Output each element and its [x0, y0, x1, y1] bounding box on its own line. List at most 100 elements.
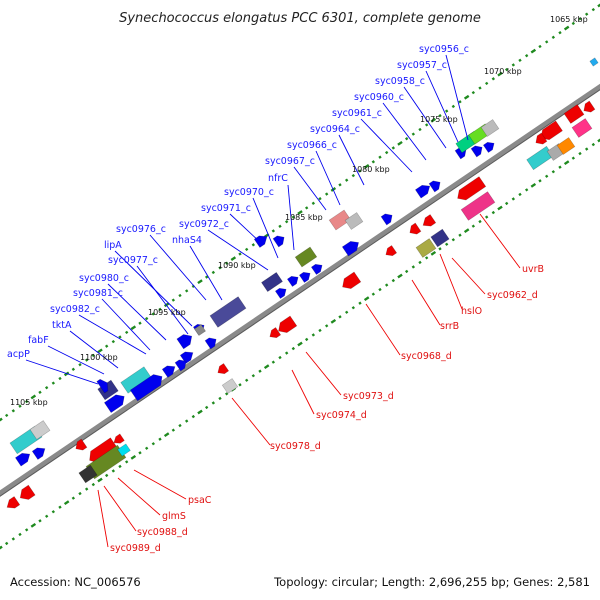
- tick-mark: [245, 247, 249, 252]
- gene-feature: [14, 452, 31, 467]
- tick-mark: [478, 219, 482, 224]
- gene-label: syc0976_c: [116, 224, 166, 235]
- tick-mark: [211, 401, 215, 405]
- tick-mark: [418, 127, 422, 132]
- tick-mark: [297, 210, 303, 215]
- tick-mark: [45, 514, 49, 518]
- tick-mark: [451, 238, 455, 242]
- leader-line: [365, 303, 401, 356]
- tick-mark: [578, 17, 582, 21]
- leader-line: [338, 134, 365, 186]
- gene-feature: [274, 287, 287, 299]
- tick-mark: [397, 140, 403, 146]
- tick-mark: [245, 378, 249, 382]
- tick-mark: [325, 324, 329, 328]
- tick-mark: [278, 355, 282, 360]
- gene-label: syc0988_d: [137, 527, 188, 538]
- gene-feature: [457, 176, 487, 201]
- gene-label: syc0961_c: [332, 108, 382, 119]
- gene-feature: [294, 246, 318, 268]
- tick-mark: [305, 206, 309, 210]
- gene-label: tktA: [52, 320, 72, 331]
- gene-feature: [174, 359, 187, 372]
- tick-mark: [171, 428, 175, 432]
- tick-mark: [5, 541, 9, 546]
- gene-feature: [344, 212, 364, 230]
- gene-feature: [430, 228, 450, 248]
- gene-feature: [589, 57, 599, 67]
- tick-mark: [378, 287, 382, 292]
- tick-mark: [571, 21, 575, 26]
- tick-mark: [545, 174, 549, 178]
- tick-mark: [563, 160, 570, 166]
- tick-mark: [385, 150, 389, 155]
- gene-feature: [194, 324, 206, 336]
- tick-mark: [91, 353, 95, 358]
- tick-mark: [11, 409, 15, 413]
- gene-feature: [29, 420, 51, 440]
- tick-mark: [558, 31, 562, 35]
- tick-mark: [125, 330, 129, 335]
- tick-mark: [325, 192, 329, 196]
- tick-mark: [485, 81, 489, 86]
- tick-mark: [97, 348, 103, 354]
- tick-mark: [438, 114, 442, 118]
- gene-feature: [129, 374, 163, 402]
- gene-label: psaC: [188, 495, 212, 506]
- topology-text: Topology: circular; Length: 2,696,255 bp…: [273, 575, 590, 589]
- tick-mark: [71, 367, 75, 371]
- gene-feature: [221, 378, 239, 394]
- leader-line: [189, 245, 223, 301]
- tick-mark: [491, 210, 495, 215]
- tick-mark: [363, 296, 370, 302]
- gene-feature: [470, 145, 483, 158]
- kbp-label: 1080 kbp: [352, 165, 390, 174]
- gene-feature: [161, 365, 176, 378]
- gene-label: syc0981_c: [73, 288, 123, 299]
- tick-mark: [163, 302, 170, 308]
- tick-mark: [551, 35, 555, 39]
- tick-mark: [25, 399, 29, 404]
- leader-line: [403, 86, 447, 149]
- tick-mark: [571, 156, 575, 160]
- tick-mark: [563, 25, 570, 31]
- kbp-label: 1075 kbp: [420, 115, 458, 124]
- tick-mark: [511, 197, 515, 201]
- leader-line: [207, 229, 269, 271]
- tick-mark: [297, 341, 303, 347]
- tick-mark: [38, 519, 42, 523]
- gene-label: syc0977_c: [108, 255, 158, 266]
- gene-feature: [217, 363, 230, 375]
- tick-mark: [458, 233, 462, 237]
- tick-mark: [18, 404, 22, 408]
- tick-mark: [225, 261, 229, 265]
- tick-mark: [197, 409, 203, 415]
- tick-mark: [130, 325, 137, 331]
- gene-label: syc0966_c: [287, 140, 337, 151]
- leader-line: [136, 265, 189, 335]
- tick-mark: [158, 437, 162, 441]
- leader-line: [293, 166, 327, 211]
- tick-mark: [111, 339, 115, 344]
- tick-mark: [78, 363, 82, 367]
- tick-mark: [218, 266, 222, 270]
- tick-mark: [405, 137, 409, 141]
- tick-mark: [397, 273, 403, 279]
- leader-line: [78, 314, 147, 355]
- tick-mark: [30, 522, 37, 528]
- tick-mark: [371, 160, 375, 164]
- tick-mark: [378, 155, 382, 159]
- gene-features: [6, 57, 599, 509]
- tick-mark: [505, 201, 509, 206]
- tick-mark: [0, 545, 3, 551]
- accession-text: Accession: NC_006576: [10, 575, 141, 589]
- gene-feature: [103, 394, 125, 413]
- leader-line: [149, 234, 207, 301]
- tick-mark: [145, 446, 149, 450]
- tick-mark: [151, 442, 155, 446]
- tick-mark: [271, 229, 275, 233]
- tick-mark: [597, 137, 600, 143]
- tick-mark: [530, 182, 537, 188]
- gene-label: syc0957_c: [397, 60, 447, 71]
